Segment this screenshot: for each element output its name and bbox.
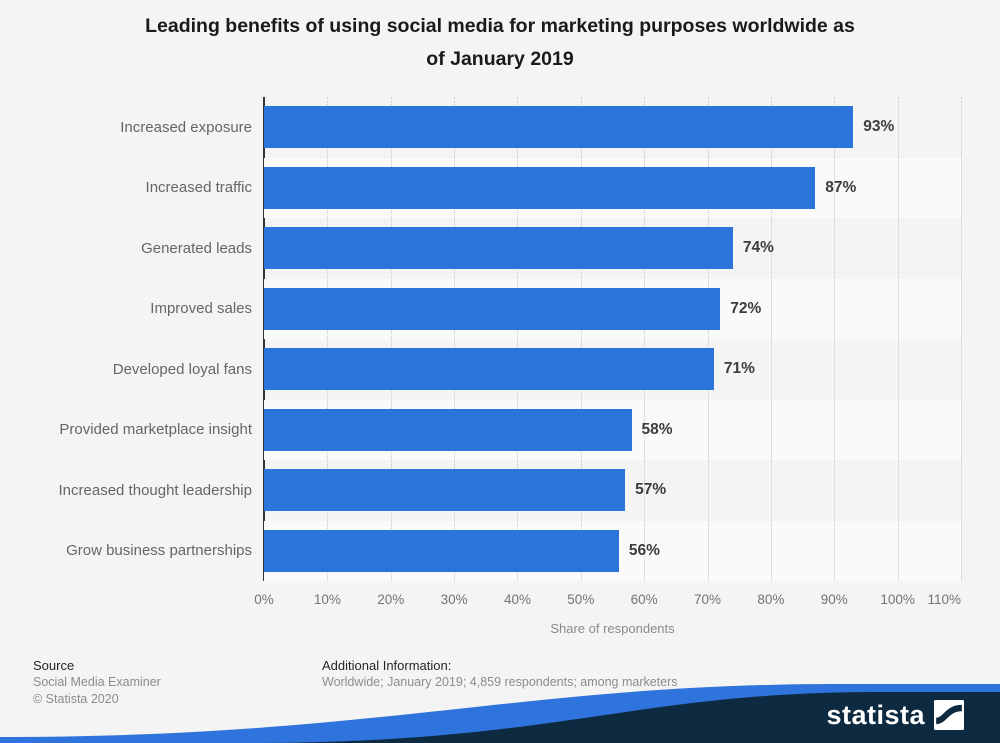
bar-grow-business-partnerships — [264, 529, 619, 572]
chart-title: Leading benefits of using social media f… — [0, 10, 1000, 76]
x-tick-90-percent: 90% — [820, 592, 848, 607]
x-axis-title: Share of respondents — [550, 621, 675, 636]
bar-generated-leads — [264, 227, 733, 270]
x-tick-60-percent: 60% — [630, 592, 658, 607]
gridline-80-percent — [770, 97, 772, 581]
chart-title-line1: Leading benefits of using social media f… — [145, 15, 855, 37]
chart-title-line2: of January 2019 — [426, 48, 574, 70]
x-tick-100-percent: 100% — [880, 592, 915, 607]
gridline-100-percent — [897, 97, 899, 581]
gridline-110-percent — [961, 97, 962, 581]
statista-wave-banner — [0, 684, 1000, 743]
value-label-increased-thought-leadership: 57% — [635, 481, 667, 499]
statista-branding: statista — [826, 700, 964, 730]
bar-improved-sales — [264, 287, 721, 330]
gridline-50-percent — [580, 97, 582, 581]
value-label-generated-leads: 74% — [742, 239, 774, 257]
gridline-20-percent — [390, 97, 392, 581]
bar-increased-traffic — [264, 166, 816, 209]
gridline-90-percent — [834, 97, 836, 581]
gridline-60-percent — [644, 97, 646, 581]
bar-developed-loyal-fans — [264, 348, 714, 391]
category-label-developed-loyal-fans: Developed loyal fans — [112, 360, 252, 378]
x-tick-80-percent: 80% — [757, 592, 785, 607]
x-tick-70-percent: 70% — [694, 592, 722, 607]
bar-increased-thought-leadership — [264, 469, 626, 512]
category-label-grow-business-partnerships: Grow business partnerships — [66, 542, 252, 560]
x-tick-20-percent: 20% — [377, 592, 405, 607]
gridline-30-percent — [454, 97, 456, 581]
category-label-increased-traffic: Increased traffic — [145, 179, 252, 197]
source-name: Social Media Examiner — [33, 675, 161, 689]
category-label-improved-sales: Improved sales — [150, 300, 252, 318]
category-axis-labels: Increased exposure Increased traffic Gener… — [0, 97, 252, 581]
additional-info-text: Worldwide; January 2019; 4,859 responden… — [322, 675, 678, 689]
source-block: Source Social Media Examiner © Statista … — [33, 657, 161, 707]
x-tick-110-percent: 110% — [927, 592, 961, 607]
additional-info-block: Additional Information: Worldwide; Janua… — [322, 657, 678, 691]
value-label-provided-marketplace-insight: 58% — [641, 420, 673, 438]
bar-provided-marketplace-insight — [264, 408, 632, 451]
value-label-improved-sales: 72% — [730, 299, 762, 317]
statista-logo-icon — [934, 700, 964, 730]
category-label-generated-leads: Generated leads — [141, 239, 252, 257]
x-tick-40-percent: 40% — [503, 592, 531, 607]
gridline-10-percent — [327, 97, 329, 581]
gridline-70-percent — [707, 97, 709, 581]
gridline-40-percent — [517, 97, 519, 581]
bar-increased-exposure — [264, 106, 854, 149]
x-tick-0-percent: 0% — [254, 592, 274, 607]
source-heading: Source — [33, 658, 75, 673]
bar-chart-plot-area: 93% 87% 74% 72% 71% 58% 57% 56% — [263, 97, 962, 581]
value-label-developed-loyal-fans: 71% — [723, 360, 755, 378]
x-tick-10-percent: 10% — [313, 592, 341, 607]
x-tick-50-percent: 50% — [567, 592, 595, 607]
value-label-grow-business-partnerships: 56% — [628, 541, 660, 559]
y-axis-line — [263, 97, 265, 581]
statista-wordmark: statista — [826, 700, 925, 730]
x-tick-30-percent: 30% — [440, 592, 468, 607]
value-label-increased-traffic: 87% — [825, 178, 857, 196]
value-label-increased-exposure: 93% — [863, 118, 895, 136]
category-label-increased-exposure: Increased exposure — [120, 118, 252, 136]
copyright-text: © Statista 2020 — [33, 691, 119, 706]
category-label-provided-marketplace-insight: Provided marketplace insight — [59, 421, 252, 439]
x-axis-tick-labels: 0% 10% 20% 30% 40% 50% 60% 70% 80% 90% 100% 110% — [254, 592, 961, 612]
additional-info-heading: Additional Information: — [322, 658, 452, 673]
banner-navy-wave — [250, 692, 1000, 743]
category-label-increased-thought-leadership: Increased thought leadership — [58, 481, 252, 499]
